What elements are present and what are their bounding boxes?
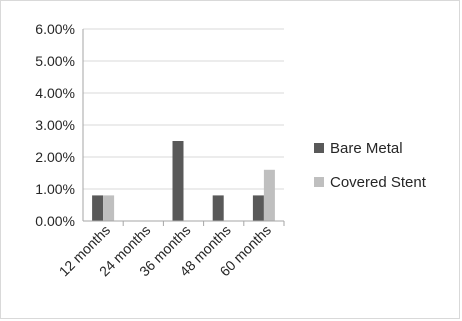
legend-item-covered-stent: Covered Stent	[314, 171, 426, 193]
bar-bare-metal-12-months	[92, 195, 104, 221]
bar-covered-stent-60-months	[263, 169, 275, 221]
legend-label-covered-stent: Covered Stent	[330, 173, 426, 191]
legend: Bare Metal Covered Stent	[314, 137, 426, 205]
y-tick-label-4-00: 4.00%	[35, 85, 75, 101]
legend-item-bare-metal: Bare Metal	[314, 137, 426, 159]
gridlines	[83, 28, 284, 190]
y-tick-label-2-00: 2.00%	[35, 149, 75, 165]
bars	[92, 141, 275, 221]
bar-bare-metal-48-months	[212, 195, 224, 221]
tick-labels: 0.00%1.00%2.00%3.00%4.00%5.00%6.00%12 mo…	[35, 21, 274, 279]
y-tick-label-1-00: 1.00%	[35, 181, 75, 197]
y-tick-label-6-00: 6.00%	[35, 21, 75, 37]
legend-swatch-bare-metal	[314, 143, 324, 153]
y-tick-label-0-00: 0.00%	[35, 213, 75, 229]
legend-label-bare-metal: Bare Metal	[330, 139, 403, 157]
y-tick-label-3-00: 3.00%	[35, 117, 75, 133]
bar-bare-metal-36-months	[172, 141, 184, 221]
bar-covered-stent-12-months	[103, 195, 115, 221]
y-tick-label-5-00: 5.00%	[35, 53, 75, 69]
legend-swatch-covered-stent	[314, 177, 324, 187]
axes	[82, 29, 285, 226]
bar-bare-metal-60-months	[252, 195, 264, 221]
